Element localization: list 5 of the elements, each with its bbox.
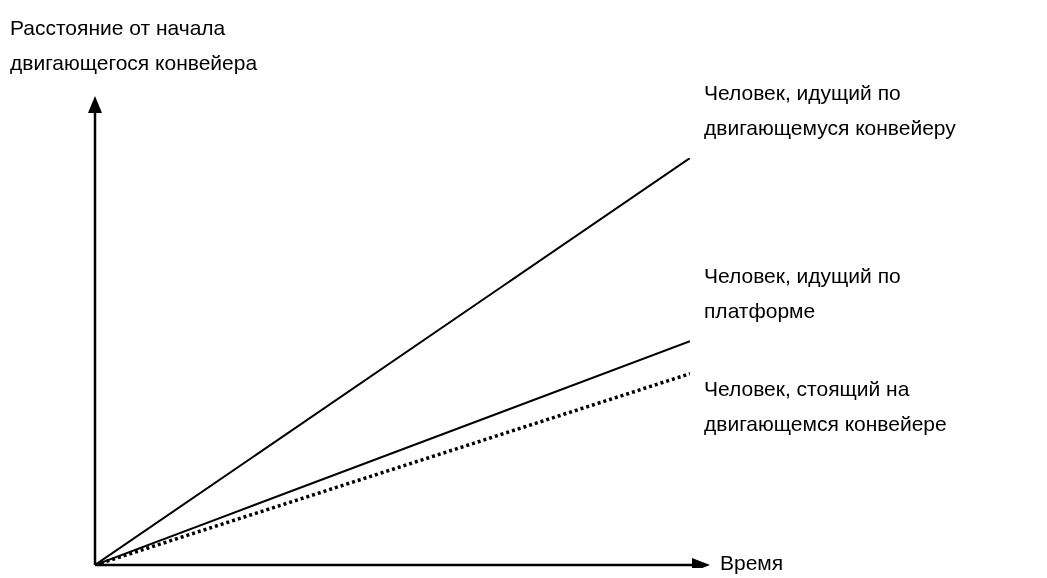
series-label: Человек, идущий по платформе	[704, 264, 901, 323]
series-label: Человек, идущий по двигающемуся конвейеру	[704, 81, 957, 139]
series-label: Человек, стоящий на двигающемся конвейере	[704, 376, 947, 435]
y-axis-title: Расстояние от начала двигающегося конвейера	[10, 15, 259, 76]
x-axis-title: Время	[720, 551, 784, 575]
